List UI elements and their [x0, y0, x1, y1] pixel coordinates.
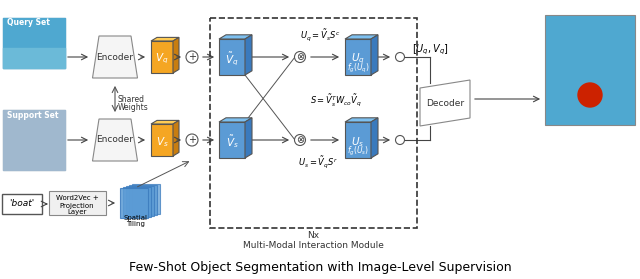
Polygon shape	[219, 118, 252, 122]
Circle shape	[186, 134, 198, 146]
Text: $U_q = \tilde{V}_s S^c$: $U_q = \tilde{V}_s S^c$	[300, 27, 340, 43]
FancyBboxPatch shape	[219, 39, 245, 75]
FancyBboxPatch shape	[126, 186, 154, 216]
Polygon shape	[345, 35, 378, 39]
Text: $\tilde{V}_q$: $\tilde{V}_q$	[225, 50, 239, 68]
Text: $V_s$: $V_s$	[156, 135, 168, 149]
Text: +: +	[188, 135, 196, 145]
Polygon shape	[151, 121, 179, 124]
Polygon shape	[219, 35, 252, 39]
FancyBboxPatch shape	[151, 41, 173, 73]
Polygon shape	[420, 80, 470, 126]
Text: ⊗: ⊗	[296, 135, 304, 145]
Text: $S = \tilde{V}_s^T W_{co} \tilde{V}_q$: $S = \tilde{V}_s^T W_{co} \tilde{V}_q$	[310, 92, 362, 108]
Circle shape	[578, 83, 602, 107]
Text: Word2Vec +: Word2Vec +	[56, 195, 99, 201]
Text: Support Set: Support Set	[7, 111, 58, 120]
Text: Tiling: Tiling	[125, 221, 145, 227]
Polygon shape	[245, 118, 252, 158]
Text: Shared: Shared	[118, 95, 145, 105]
FancyBboxPatch shape	[3, 18, 65, 68]
Text: Encoder: Encoder	[97, 136, 134, 145]
FancyBboxPatch shape	[132, 184, 160, 214]
Text: $[U_q, V_q]$: $[U_q, V_q]$	[412, 43, 449, 57]
Text: $U_s$: $U_s$	[351, 135, 365, 149]
Polygon shape	[371, 118, 378, 158]
Text: Query Set: Query Set	[7, 18, 50, 27]
FancyBboxPatch shape	[2, 194, 42, 214]
Polygon shape	[245, 35, 252, 75]
Polygon shape	[173, 37, 179, 73]
Polygon shape	[93, 119, 138, 161]
Circle shape	[294, 52, 305, 62]
Text: Spatial: Spatial	[123, 215, 147, 221]
Text: Layer: Layer	[67, 209, 86, 215]
Circle shape	[186, 51, 198, 63]
Polygon shape	[151, 37, 179, 41]
FancyBboxPatch shape	[120, 188, 148, 218]
Text: $f_g(U_s)$: $f_g(U_s)$	[347, 145, 369, 158]
Polygon shape	[371, 35, 378, 75]
Text: Multi-Modal Interaction Module: Multi-Modal Interaction Module	[243, 240, 383, 249]
FancyBboxPatch shape	[3, 110, 65, 170]
Circle shape	[294, 134, 305, 146]
Text: $f_g(U_q)$: $f_g(U_q)$	[347, 61, 369, 74]
FancyBboxPatch shape	[345, 122, 371, 158]
Text: $U_s = \tilde{V}_q S^r$: $U_s = \tilde{V}_q S^r$	[298, 154, 338, 170]
Text: $U_q$: $U_q$	[351, 52, 365, 66]
Circle shape	[396, 136, 404, 145]
Text: $\tilde{V}_s$: $\tilde{V}_s$	[225, 134, 239, 150]
Polygon shape	[173, 121, 179, 156]
Polygon shape	[93, 36, 138, 78]
FancyBboxPatch shape	[345, 39, 371, 75]
Text: Encoder: Encoder	[97, 52, 134, 61]
Text: Projection: Projection	[60, 203, 94, 209]
Text: 'boat': 'boat'	[10, 199, 35, 208]
Text: Few-Shot Object Segmentation with Image-Level Supervision: Few-Shot Object Segmentation with Image-…	[129, 261, 511, 275]
FancyBboxPatch shape	[151, 124, 173, 156]
FancyBboxPatch shape	[123, 187, 151, 217]
FancyBboxPatch shape	[219, 122, 245, 158]
FancyBboxPatch shape	[49, 191, 106, 215]
Circle shape	[396, 52, 404, 61]
Text: Nx: Nx	[307, 230, 319, 239]
FancyBboxPatch shape	[545, 15, 635, 125]
Polygon shape	[345, 118, 378, 122]
Text: Decoder: Decoder	[426, 98, 464, 107]
Text: +: +	[188, 52, 196, 62]
Text: $V_q$: $V_q$	[156, 52, 169, 66]
Text: ⊗: ⊗	[296, 52, 304, 62]
FancyBboxPatch shape	[129, 185, 157, 215]
Text: Weights: Weights	[118, 102, 148, 112]
